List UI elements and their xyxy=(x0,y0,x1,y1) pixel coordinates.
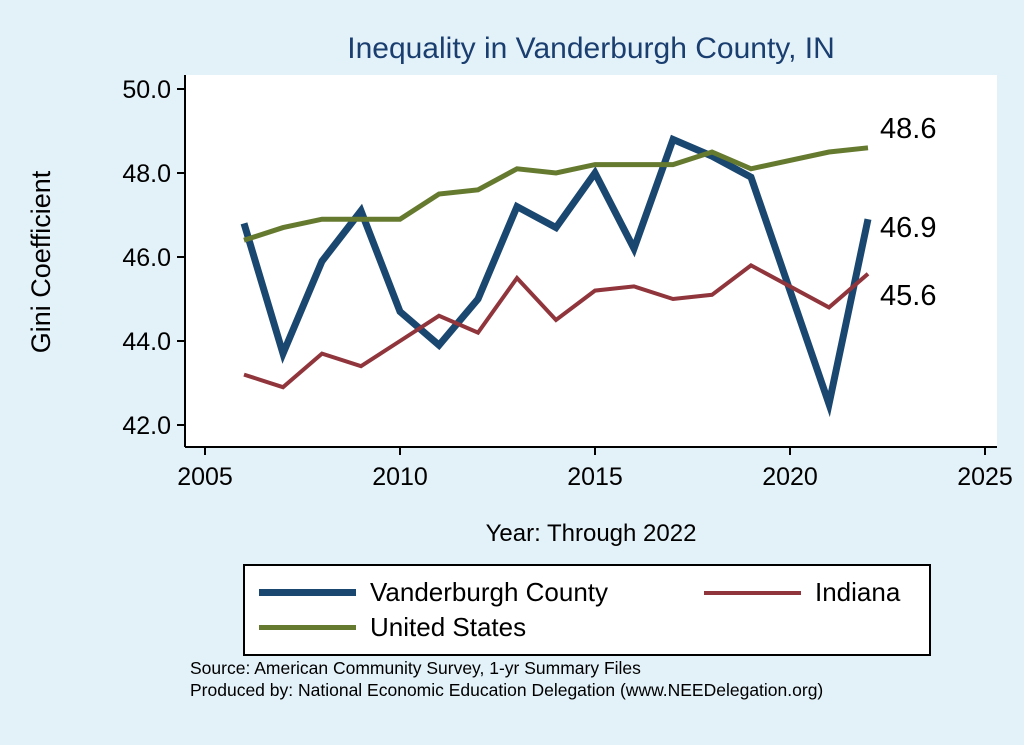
series-line-0 xyxy=(240,134,872,418)
legend-entry-united-states: United States xyxy=(259,612,704,643)
chart-title: Inequality in Vanderburgh County, IN xyxy=(347,32,835,65)
x-tick-label: 2005 xyxy=(177,463,233,491)
legend: Vanderburgh County Indiana United States xyxy=(243,564,931,656)
series-line-2 xyxy=(243,145,869,243)
y-tick-label: 50.0 xyxy=(122,76,171,104)
legend-label-vanderburgh-county: Vanderburgh County xyxy=(370,577,609,607)
series-end-label-1: 45.6 xyxy=(880,280,936,312)
y-tick-label: 42.0 xyxy=(122,412,171,440)
series-line-1 xyxy=(243,263,870,390)
produced-by-line: Produced by: National Economic Education… xyxy=(190,680,824,700)
plot-background xyxy=(185,75,997,447)
x-tick-label: 2025 xyxy=(957,463,1013,491)
y-tick-label: 46.0 xyxy=(122,244,171,272)
source-line: Source: American Community Survey, 1-yr … xyxy=(190,658,641,678)
legend-label-indiana: Indiana xyxy=(815,577,901,607)
legend-line-sample-indiana xyxy=(704,590,801,595)
legend-line-sample-vanderburgh-county xyxy=(259,589,356,596)
y-tick-label: 48.0 xyxy=(122,160,171,188)
source-note: Source: American Community Survey, 1-yr … xyxy=(190,657,823,701)
x-tick-label: 2010 xyxy=(372,463,428,491)
legend-line-sample-united-states xyxy=(259,625,356,630)
x-tick-label: 2020 xyxy=(762,463,818,491)
legend-entry-vanderburgh-county: Vanderburgh County xyxy=(259,577,704,608)
x-tick-label: 2015 xyxy=(567,463,623,491)
series-end-label-0: 46.9 xyxy=(880,212,936,244)
x-axis-label: Year: Through 2022 xyxy=(485,520,697,547)
legend-label-united-states: United States xyxy=(370,612,527,642)
y-tick-label: 44.0 xyxy=(122,328,171,356)
legend-entry-indiana: Indiana xyxy=(704,577,915,608)
series-end-label-2: 48.6 xyxy=(880,113,936,145)
